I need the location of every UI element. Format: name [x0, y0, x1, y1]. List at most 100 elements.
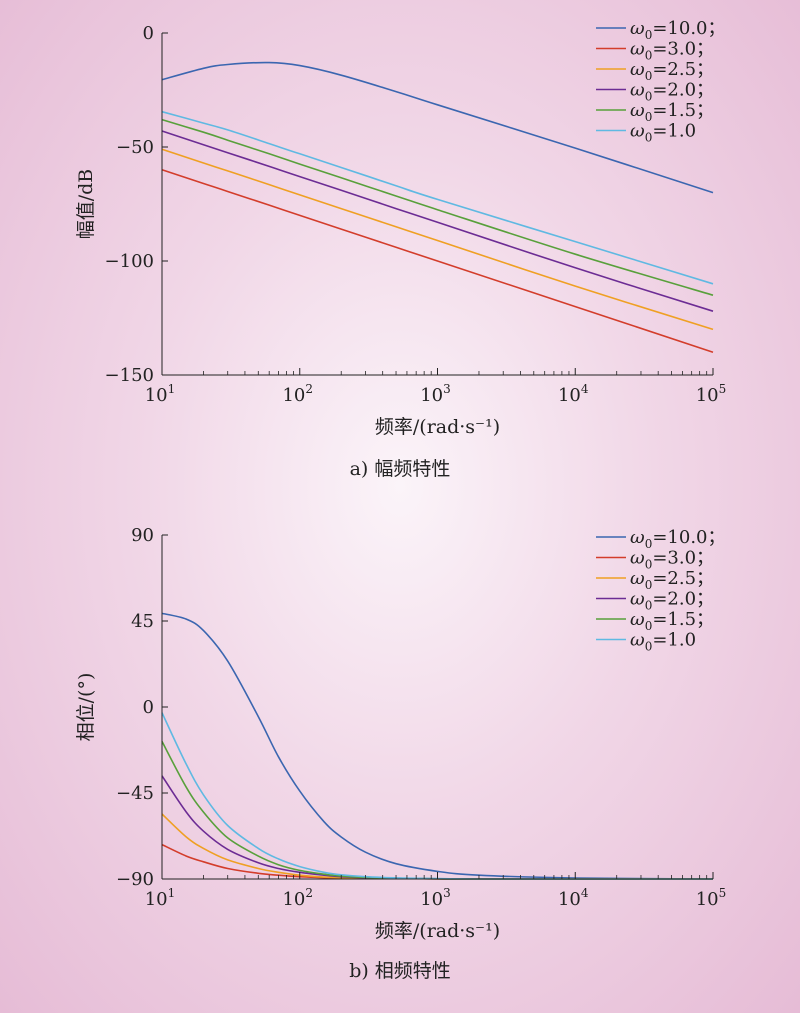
legend-symbol: ω — [630, 589, 645, 610]
legend-label: ω0=2.5； — [630, 59, 714, 83]
legend-label: ω0=2.5； — [630, 568, 714, 592]
legend-label: ω0=2.0； — [630, 589, 714, 613]
x-tick-label: 105 — [696, 886, 727, 910]
x-tick-exponent: 3 — [443, 382, 451, 396]
legend-subscript: 0 — [645, 619, 653, 633]
legend-symbol: ω — [630, 59, 645, 80]
legend-symbol: ω — [630, 568, 645, 589]
legend-symbol: ω — [630, 18, 645, 39]
y-axis-label: 幅值/dB — [75, 169, 97, 240]
x-tick-base: 10 — [558, 889, 581, 910]
legend-symbol: ω — [630, 630, 645, 651]
y-axis-label: 相位/(°) — [75, 673, 97, 742]
x-tick-exponent: 2 — [305, 886, 313, 900]
legend-symbol: ω — [630, 548, 645, 569]
x-tick-label: 102 — [282, 886, 313, 910]
legend-value: =2.0； — [652, 589, 714, 610]
legend-value: =3.0； — [652, 548, 714, 569]
x-tick-label: 101 — [145, 886, 176, 910]
legend-subscript: 0 — [645, 90, 653, 104]
x-tick-base: 10 — [145, 385, 168, 406]
y-tick-label: −50 — [116, 137, 154, 158]
x-tick-exponent: 5 — [719, 886, 727, 900]
legend-subscript: 0 — [645, 640, 653, 654]
legend-subscript: 0 — [645, 558, 653, 572]
x-tick-label: 101 — [145, 382, 176, 406]
series-line-2 — [161, 148, 714, 331]
series-line-5 — [161, 712, 713, 880]
y-tick-label: −45 — [116, 783, 154, 804]
legend-label: ω0=3.0； — [630, 39, 714, 63]
x-tick-label: 103 — [420, 382, 451, 406]
legend-label: ω0=1.0 — [630, 121, 696, 145]
legend-label: ω0=10.0； — [630, 527, 726, 551]
series-line-4 — [161, 741, 713, 880]
legend-value: =10.0； — [652, 527, 725, 548]
x-tick-base: 10 — [282, 385, 305, 406]
y-tick-label: 45 — [131, 611, 154, 632]
y-tick-label: −90 — [116, 869, 154, 890]
x-tick-base: 10 — [145, 889, 168, 910]
legend-label: ω0=2.0； — [630, 80, 714, 104]
x-tick-exponent: 2 — [305, 382, 313, 396]
legend-subscript: 0 — [645, 578, 653, 592]
y-tick-label: 0 — [143, 23, 154, 44]
chart-caption: a) 幅频特性 — [350, 458, 451, 480]
x-tick-exponent: 5 — [719, 382, 727, 396]
legend-value: =1.0 — [652, 121, 696, 142]
legend-subscript: 0 — [645, 599, 653, 613]
legend-subscript: 0 — [645, 110, 653, 124]
x-tick-base: 10 — [420, 385, 443, 406]
legend-value: =2.5； — [652, 568, 714, 589]
legend-symbol: ω — [630, 609, 645, 630]
y-tick-label: 0 — [143, 697, 154, 718]
legend-subscript: 0 — [645, 69, 653, 83]
legend-symbol: ω — [630, 80, 645, 101]
series-line-3 — [161, 775, 713, 880]
series-line-0 — [161, 61, 714, 194]
legend-symbol: ω — [630, 39, 645, 60]
legend-symbol: ω — [630, 527, 645, 548]
legend-value: =1.5； — [652, 100, 714, 121]
x-tick-base: 10 — [282, 889, 305, 910]
x-tick-exponent: 1 — [168, 382, 176, 396]
series-line-4 — [161, 118, 714, 296]
x-tick-exponent: 3 — [443, 886, 451, 900]
y-tick-label: 90 — [131, 525, 154, 546]
legend-subscript: 0 — [645, 28, 653, 42]
x-tick-exponent: 4 — [581, 886, 589, 900]
x-tick-base: 10 — [420, 889, 443, 910]
legend-value: =1.5； — [652, 609, 714, 630]
series-line-5 — [161, 110, 714, 285]
x-axis-label: 频率/(rad·s⁻¹) — [375, 920, 500, 942]
legend-subscript: 0 — [645, 537, 653, 551]
series-line-0 — [161, 612, 714, 880]
legend-subscript: 0 — [645, 49, 653, 63]
legend-value: =10.0； — [652, 18, 725, 39]
legend-symbol: ω — [630, 100, 645, 121]
x-tick-label: 104 — [558, 382, 589, 406]
legend-label: ω0=3.0； — [630, 548, 714, 572]
x-tick-base: 10 — [696, 889, 719, 910]
x-tick-exponent: 4 — [581, 382, 589, 396]
legend-value: =2.5； — [652, 59, 714, 80]
legend-value: =2.0； — [652, 80, 714, 101]
y-tick-label: −150 — [105, 365, 154, 386]
legend-value: =1.0 — [652, 630, 696, 651]
series-line-2 — [161, 813, 713, 880]
series-line-3 — [161, 130, 714, 312]
x-tick-exponent: 1 — [168, 886, 176, 900]
x-tick-label: 105 — [696, 382, 727, 406]
x-tick-label: 104 — [558, 886, 589, 910]
x-tick-label: 103 — [420, 886, 451, 910]
legend-label: ω0=1.5； — [630, 609, 714, 633]
x-tick-base: 10 — [696, 385, 719, 406]
y-tick-label: −100 — [105, 251, 154, 272]
x-tick-label: 102 — [282, 382, 313, 406]
legend-label: ω0=10.0； — [630, 18, 726, 42]
x-axis-label: 频率/(rad·s⁻¹) — [375, 416, 500, 438]
chart-caption: b) 相频特性 — [349, 960, 451, 982]
